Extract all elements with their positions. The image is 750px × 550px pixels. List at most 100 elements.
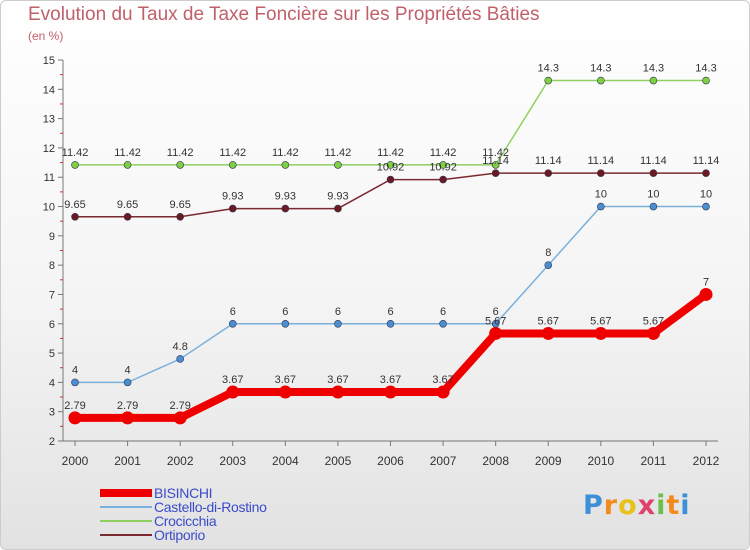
data-point-crocicchia: [439, 161, 447, 169]
data-label-castello-di-rostino: 6: [335, 306, 341, 318]
data-label-crocicchia: 11.42: [430, 147, 457, 159]
legend-swatch: [100, 506, 152, 508]
data-point-ortiporio: [544, 169, 553, 177]
y-tick-label: 5: [49, 348, 55, 360]
legend-label: BISINCHI: [154, 485, 213, 501]
data-label-bisinchi: 2.79: [169, 400, 190, 412]
data-point-ortiporio: [386, 175, 395, 184]
logo-letter: r: [603, 490, 619, 521]
data-label-ortiporio: 9.93: [327, 191, 348, 203]
data-point-crocicchia: [281, 161, 290, 169]
data-point-crocicchia: [386, 161, 395, 169]
data-point-ortiporio: [491, 169, 500, 177]
data-label-castello-di-rostino: 10: [647, 189, 659, 201]
data-point-bisinchi: [594, 326, 608, 340]
x-tick-label: 2007: [430, 454, 457, 468]
data-point-bisinchi: [226, 385, 240, 399]
data-label-crocicchia: 14.3: [590, 63, 611, 75]
data-label-bisinchi: 5.67: [643, 315, 664, 327]
data-label-ortiporio: 10.92: [429, 162, 457, 174]
data-point-castello-di-rostino: [702, 202, 710, 211]
data-label-crocicchia: 11.42: [377, 147, 404, 159]
data-label-bisinchi: 3.67: [432, 374, 453, 386]
data-label-ortiporio: 11.14: [587, 155, 614, 167]
chart-subtitle: (en %): [28, 29, 64, 43]
data-label-bisinchi: 3.67: [327, 374, 348, 386]
data-label-ortiporio: 9.93: [275, 191, 296, 203]
data-label-ortiporio: 11.14: [482, 155, 509, 167]
data-point-ortiporio: [281, 204, 290, 213]
y-tick-label: 14: [43, 84, 55, 96]
legend-label: Ortiporio: [154, 527, 205, 543]
data-point-bisinchi: [699, 287, 713, 301]
data-label-bisinchi: 5.67: [485, 315, 506, 327]
data-label-ortiporio: 9.93: [222, 191, 243, 203]
y-tick-label: 6: [49, 319, 55, 331]
data-label-crocicchia: 11.42: [219, 147, 246, 159]
data-point-castello-di-rostino: [439, 319, 447, 328]
data-point-ortiporio: [439, 175, 447, 184]
logo-letter: i: [656, 490, 667, 521]
data-label-crocicchia: 11.42: [167, 147, 194, 159]
x-tick-label: 2012: [693, 454, 720, 468]
data-point-bisinchi: [173, 411, 187, 425]
data-label-castello-di-rostino: 6: [282, 306, 288, 318]
x-tick-label: 2000: [62, 454, 89, 468]
data-point-castello-di-rostino: [228, 319, 237, 328]
data-label-crocicchia: 11.42: [114, 147, 141, 159]
data-label-ortiporio: 11.14: [535, 155, 562, 167]
y-tick-label: 2: [49, 436, 55, 448]
x-tick-label: 2011: [641, 454, 667, 468]
data-point-bisinchi: [331, 385, 345, 399]
data-point-castello-di-rostino: [386, 319, 395, 328]
data-point-ortiporio: [228, 204, 237, 213]
data-point-castello-di-rostino: [334, 319, 342, 328]
y-tick-label: 12: [43, 143, 55, 155]
data-point-castello-di-rostino: [176, 355, 184, 363]
data-point-crocicchia: [702, 76, 710, 85]
data-point-crocicchia: [228, 161, 237, 169]
data-label-castello-di-rostino: 10: [700, 189, 712, 201]
data-point-castello-di-rostino: [597, 202, 605, 211]
legend-label: Crocicchia: [154, 513, 217, 529]
data-label-bisinchi: 7: [703, 276, 709, 288]
y-tick-label: 11: [44, 172, 55, 184]
data-point-bisinchi: [489, 326, 503, 340]
y-tick-label: 10: [43, 202, 55, 214]
data-point-crocicchia: [176, 161, 184, 169]
data-label-castello-di-rostino: 6: [493, 306, 499, 318]
logo-letter: x: [637, 490, 657, 521]
legend-swatch: [100, 534, 152, 536]
logo-letter: o: [618, 490, 638, 521]
y-tick-label: 7: [49, 289, 55, 301]
data-label-bisinchi: 2.79: [117, 400, 138, 412]
data-point-castello-di-rostino: [649, 202, 658, 211]
data-point-crocicchia: [544, 76, 553, 85]
legend-item-crocicchia: Crocicchia: [100, 514, 267, 528]
x-tick-label: 2009: [535, 454, 562, 468]
y-tick-label: 3: [49, 407, 55, 419]
legend-item-bisinchi: BISINCHI: [100, 486, 267, 500]
data-label-crocicchia: 11.42: [482, 147, 509, 159]
x-tick-label: 2003: [219, 454, 246, 468]
data-label-ortiporio: 11.14: [640, 155, 667, 167]
data-label-crocicchia: 11.42: [325, 147, 352, 159]
data-point-crocicchia: [71, 161, 79, 169]
x-tick-label: 2006: [377, 454, 404, 468]
x-tick-label: 2005: [325, 454, 352, 468]
legend-item-castello-di-rostino: Castello-di-Rostino: [100, 500, 267, 514]
data-point-ortiporio: [702, 169, 710, 177]
data-point-bisinchi: [541, 326, 555, 340]
legend-swatch: [100, 520, 152, 522]
data-point-crocicchia: [597, 76, 605, 85]
data-point-bisinchi: [121, 411, 135, 425]
data-label-ortiporio: 11.14: [693, 155, 720, 167]
data-label-ortiporio: 9.65: [64, 199, 85, 211]
data-point-castello-di-rostino: [281, 319, 290, 328]
legend-item-ortiporio: Ortiporio: [100, 528, 267, 542]
y-tick-label: 8: [49, 260, 55, 272]
data-label-ortiporio: 10.92: [377, 162, 405, 174]
data-label-crocicchia: 11.42: [272, 147, 299, 159]
